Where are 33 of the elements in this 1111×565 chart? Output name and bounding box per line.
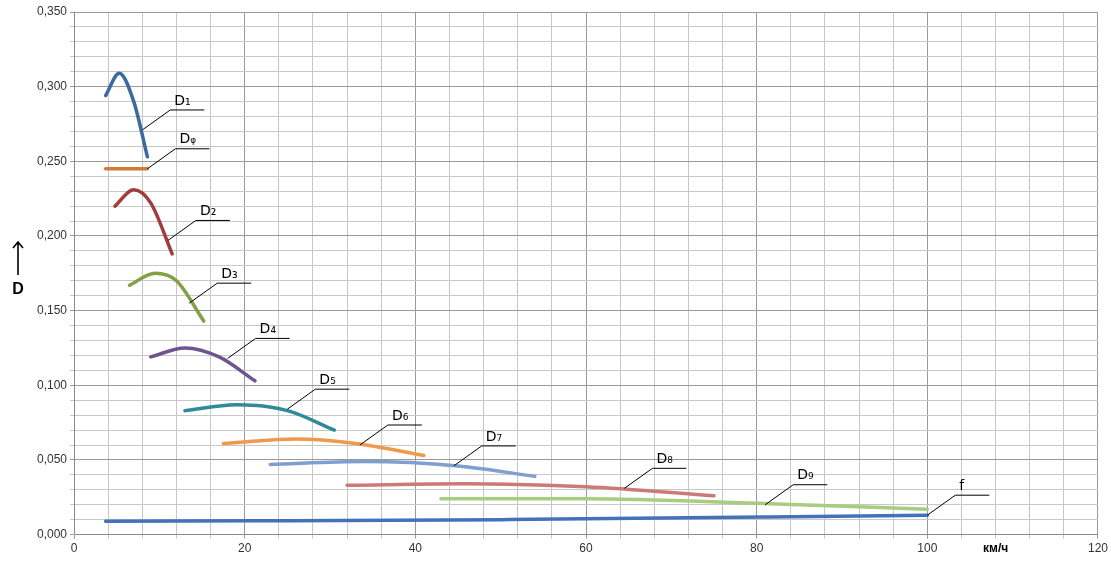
x-tick-label: 120 — [1087, 541, 1109, 556]
annotation: D₈ — [656, 449, 674, 466]
y-tick-label: 0,050 — [37, 452, 68, 467]
y-axis-title: D — [12, 280, 24, 298]
annotation: D₅ — [319, 370, 336, 387]
x-tick-label: 60 — [579, 541, 593, 556]
x-tick-label: 20 — [238, 541, 252, 556]
y-tick-label: 0,000 — [37, 526, 68, 541]
annotation: D₂ — [199, 202, 217, 219]
line-series — [113, 187, 174, 256]
x-tick-label: 100 — [917, 541, 938, 556]
line-series — [345, 482, 716, 498]
y-tick-label: 0,100 — [37, 377, 68, 392]
line-series — [127, 271, 206, 323]
annotation: D₉ — [797, 466, 814, 483]
annotation: Dᵩ — [179, 130, 197, 147]
y-tick-label: 0,300 — [37, 78, 68, 93]
annotation: D₇ — [485, 427, 503, 444]
line-series — [268, 459, 537, 479]
annotation: D₆ — [391, 406, 409, 423]
annotation: D₁ — [174, 91, 191, 108]
x-tick-label: 0 — [70, 541, 78, 556]
annotation: D₄ — [259, 320, 277, 337]
y-tick-label: 0,250 — [37, 153, 68, 168]
x-axis-title: км/ч — [983, 540, 1009, 555]
y-tick-label: 0,350 — [37, 4, 68, 19]
annotation: f — [959, 476, 966, 493]
y-tick-label: 0,150 — [37, 302, 68, 317]
y-tick-label: 0,200 — [37, 228, 68, 243]
line-series — [103, 71, 150, 159]
x-tick-label: 80 — [749, 541, 764, 556]
x-tick-label: 40 — [408, 541, 423, 556]
annotation: D₃ — [221, 264, 238, 281]
